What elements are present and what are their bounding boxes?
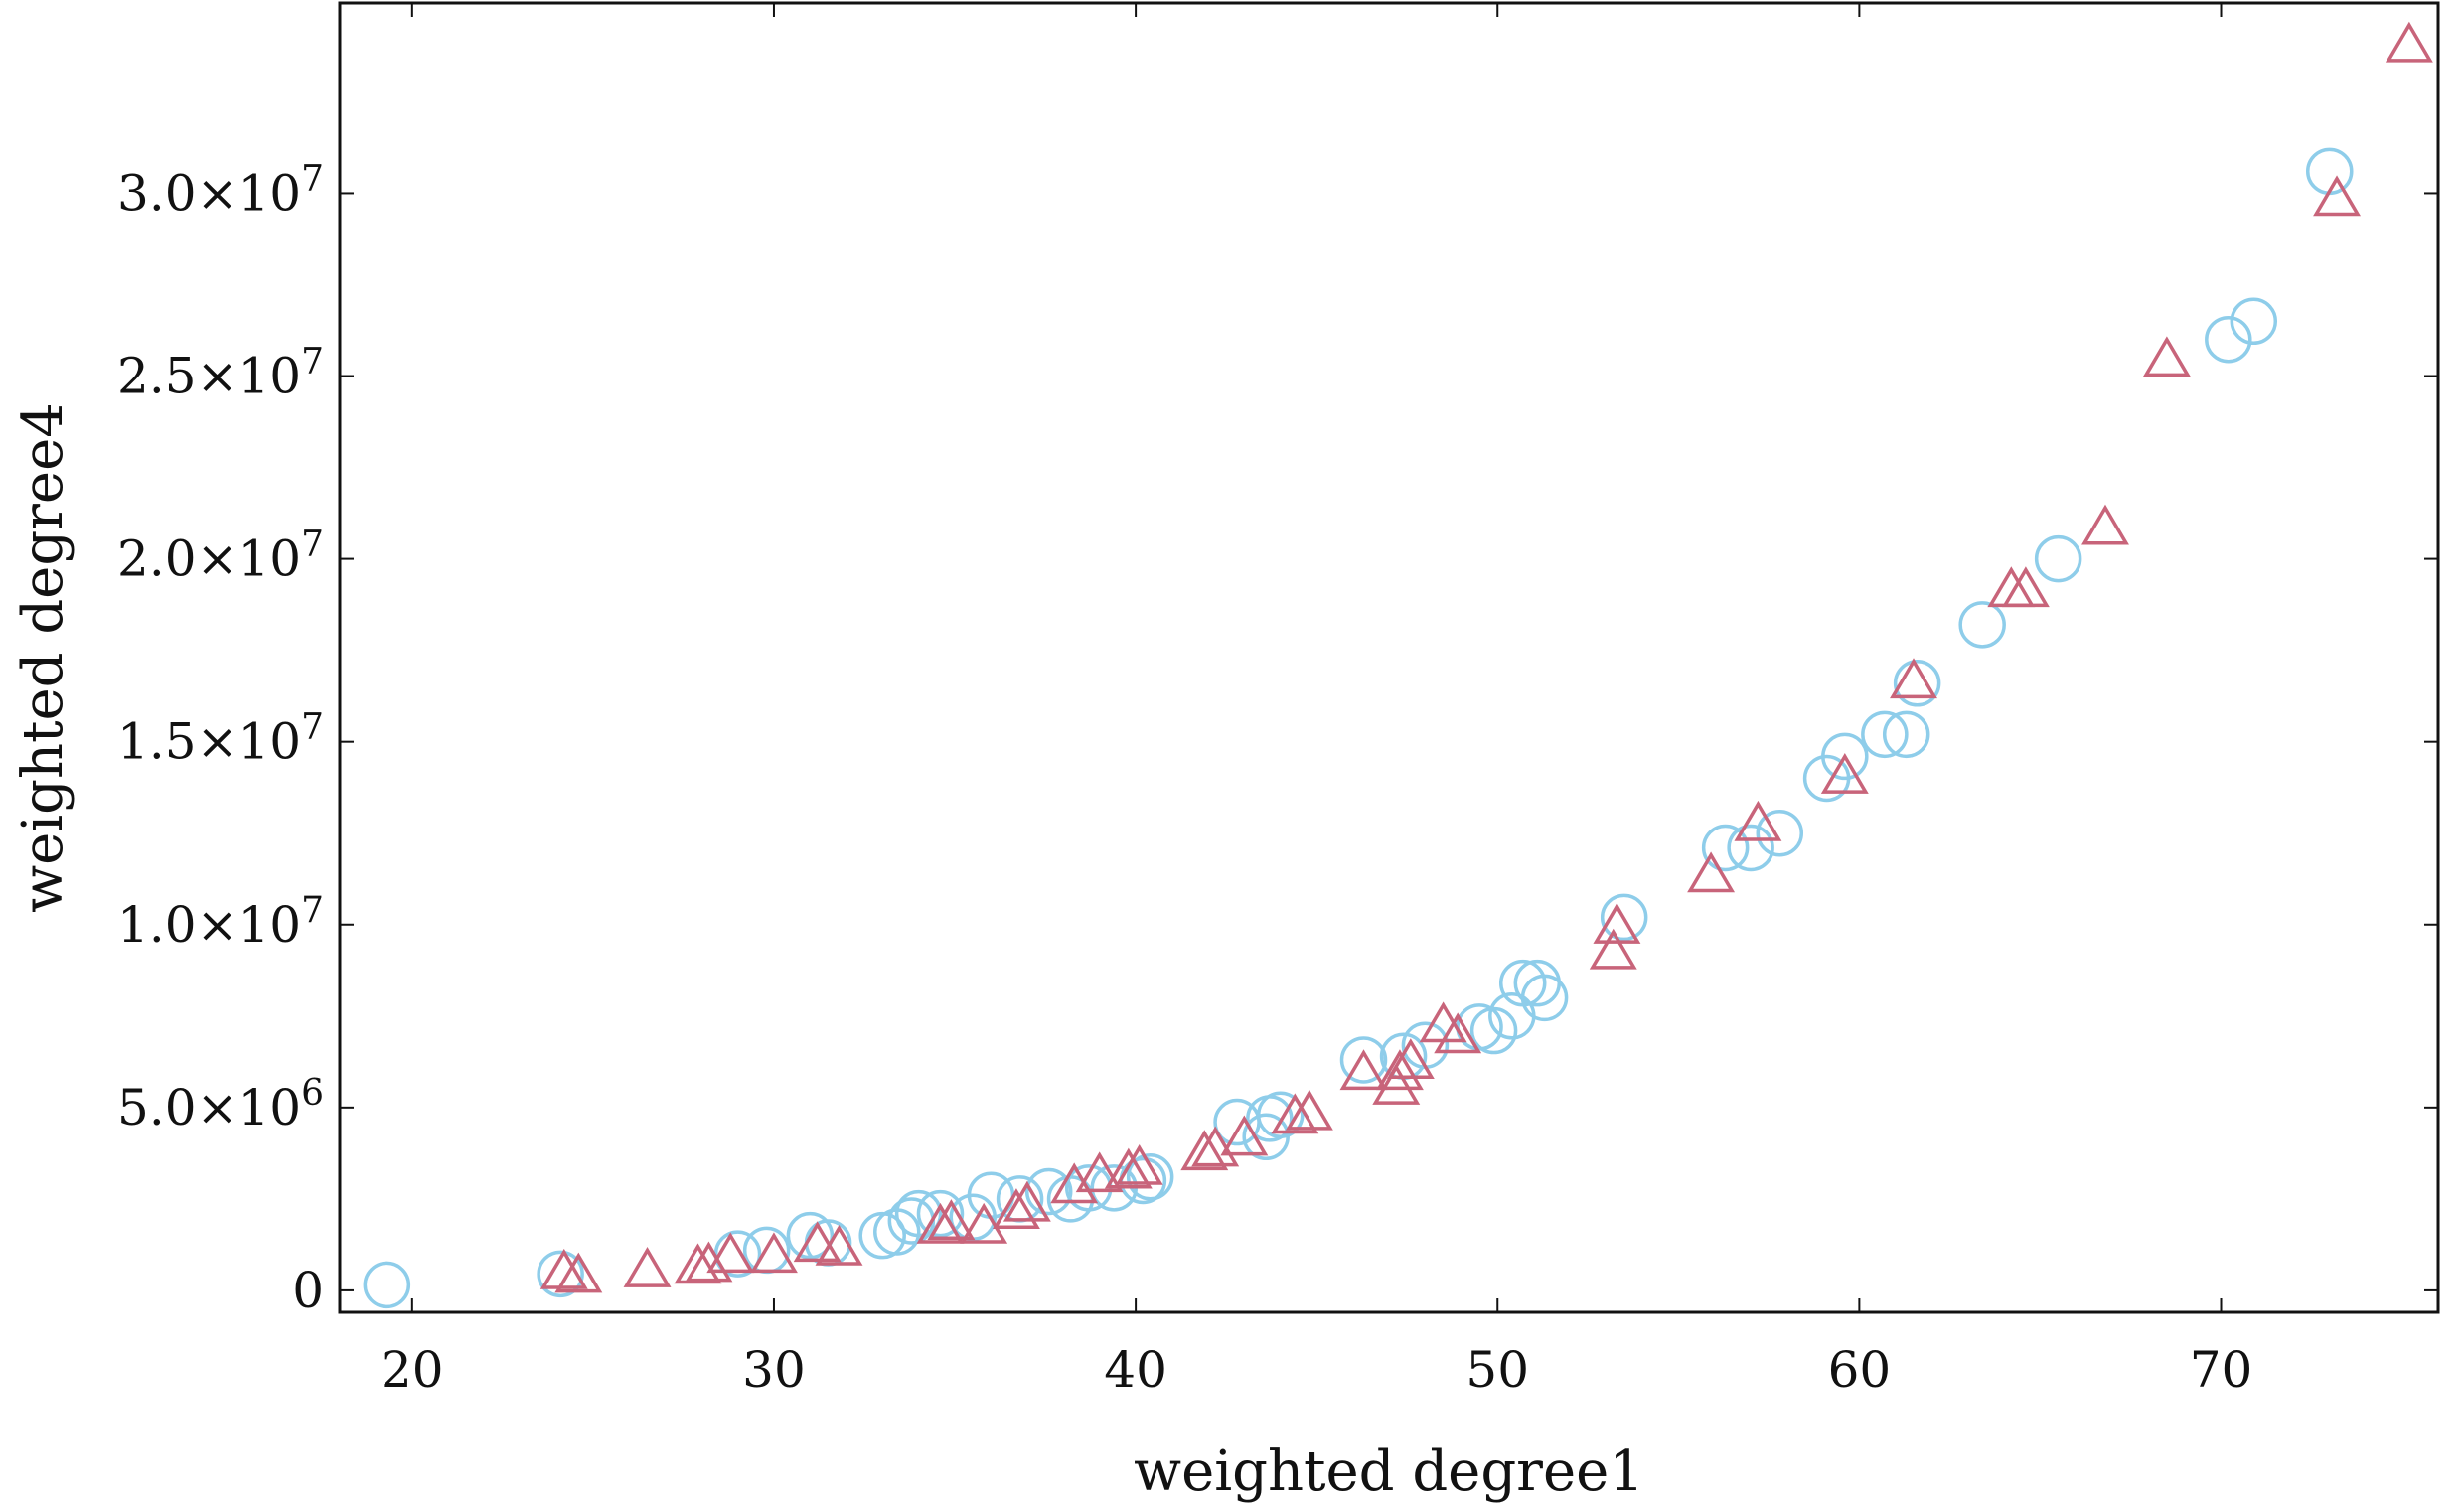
x-tick-label: 20 (381, 1341, 444, 1399)
circle-point (1600, 893, 1648, 942)
circle-point (1821, 732, 1869, 781)
circle-point (537, 1250, 584, 1298)
y-tick-label: 0 (292, 1262, 324, 1319)
triangle-point (960, 1202, 1008, 1244)
x-tick-label: 30 (742, 1341, 806, 1399)
y-axis-ticks: 05.0×1061.0×1071.5×1072.0×1072.5×1073.0×… (117, 158, 2438, 1319)
circle-point (1893, 660, 1941, 707)
triangle-point (554, 1252, 603, 1293)
y-tick-exponent: 7 (301, 707, 324, 748)
triangle-point (685, 1241, 733, 1283)
x-axis-ticks: 20 30 40 50 60 70 (381, 3, 2252, 1399)
triangle-point (1734, 800, 1782, 841)
triangle-point (793, 1221, 842, 1263)
y-tick-mantissa: 0 (292, 1262, 324, 1319)
circle-point (2205, 315, 2252, 364)
triangle-point (2385, 21, 2433, 63)
triangle-point (1115, 1143, 1163, 1185)
circle-point (1257, 1091, 1305, 1138)
triangle-point (992, 1188, 1040, 1229)
circle-point (1727, 824, 1774, 872)
triangle-point (1589, 928, 1637, 970)
y-tick-mantissa: 1.5×10 (117, 713, 301, 771)
triangle-point (1593, 902, 1641, 944)
circle-point (887, 1197, 936, 1245)
triangle-point (1987, 566, 2036, 608)
y-tick-label: 2.0×107 (117, 525, 324, 588)
triangle-point (927, 1199, 976, 1241)
triangle-point (1890, 658, 1937, 699)
circle-point (1958, 601, 2006, 649)
x-tick-label: 60 (1828, 1341, 1892, 1399)
circle-point (1126, 1153, 1174, 1201)
y-tick-label: 2.5×107 (117, 342, 324, 405)
y-tick-label: 3.0×107 (117, 158, 324, 222)
triangle-point (2001, 566, 2050, 608)
circle-point (363, 1261, 411, 1309)
circle-point (1882, 710, 1930, 759)
triangle-point (1820, 753, 1869, 794)
y-tick-mantissa: 1.0×10 (117, 896, 301, 954)
y-tick-mantissa: 2.0×10 (117, 530, 301, 588)
x-axis-title: weighted degree1 (1134, 1439, 1644, 1504)
triangle-point (2142, 336, 2191, 377)
y-tick-exponent: 6 (301, 1073, 324, 1114)
y-tick-mantissa: 5.0×10 (117, 1079, 301, 1136)
y-axis-title: weighted degree4 (11, 402, 76, 913)
y-tick-label: 1.0×107 (117, 890, 324, 954)
circle-point (1339, 1036, 1388, 1084)
circle-point (894, 1189, 943, 1238)
y-tick-exponent: 7 (301, 525, 324, 565)
circle-point (916, 1189, 965, 1238)
x-tick-label: 50 (1465, 1341, 1529, 1399)
triangle-point (1180, 1130, 1229, 1171)
y-tick-mantissa: 2.5×10 (117, 348, 301, 405)
y-tick-label: 1.5×107 (117, 707, 324, 771)
triangle-point (1386, 1038, 1435, 1080)
triangle-point (1191, 1126, 1240, 1167)
triangle-point (674, 1243, 722, 1284)
triangle-point (1104, 1147, 1153, 1189)
circle-point (1024, 1167, 1073, 1216)
triangle-point (1372, 1063, 1421, 1105)
triangle-point (1002, 1180, 1051, 1222)
triangle-point (916, 1202, 965, 1244)
circle-point (2306, 147, 2354, 196)
triangle-point (1434, 1012, 1482, 1054)
circle-point (2230, 297, 2278, 346)
circle-point (1861, 710, 1909, 759)
circle-point (1520, 974, 1569, 1022)
triangle-point (1339, 1049, 1388, 1091)
triangle-point (1220, 1115, 1269, 1156)
x-tick-label: 70 (2190, 1341, 2253, 1399)
triangle-point (1375, 1049, 1424, 1091)
circle-point (1756, 809, 1804, 857)
triangle-point (623, 1247, 672, 1287)
y-tick-exponent: 7 (301, 342, 324, 382)
circle-point (2034, 534, 2082, 583)
plot-frame (338, 1, 2440, 1314)
triangle-point (2081, 504, 2129, 545)
triangle-point (815, 1224, 863, 1266)
triangle-point (2313, 175, 2361, 217)
data-points (363, 21, 2433, 1309)
circle-point (1701, 824, 1750, 872)
y-tick-label: 5.0×106 (117, 1073, 324, 1136)
triangle-point (706, 1232, 755, 1274)
y-tick-exponent: 7 (301, 158, 324, 199)
y-tick-exponent: 7 (301, 890, 324, 931)
triangle-point (750, 1232, 798, 1274)
x-tick-label: 40 (1104, 1341, 1167, 1399)
triangle-point (1285, 1089, 1333, 1131)
triangle-point (1687, 851, 1736, 893)
triangle-point (1271, 1093, 1319, 1134)
circle-point (1469, 1006, 1518, 1055)
triangle-point (1075, 1151, 1124, 1193)
triangle-point (539, 1248, 588, 1289)
y-tick-mantissa: 3.0×10 (117, 164, 301, 222)
